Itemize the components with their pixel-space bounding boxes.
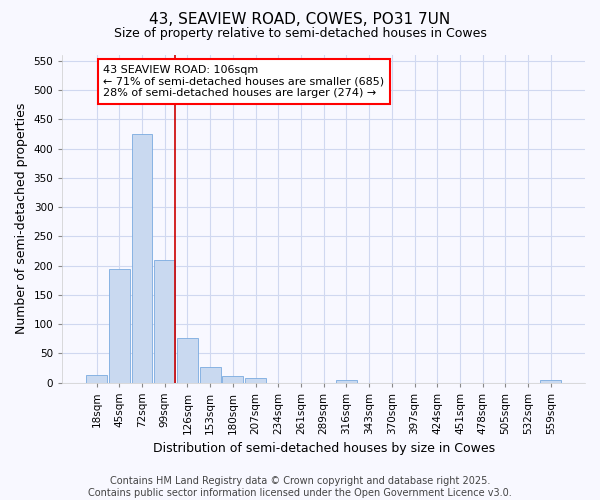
Bar (177, 338, 198, 382)
Bar (223, 376, 243, 382)
Bar (541, 380, 561, 382)
Y-axis label: Number of semi-detached properties: Number of semi-detached properties (15, 103, 28, 334)
X-axis label: Distribution of semi-detached houses by size in Cowes: Distribution of semi-detached houses by … (152, 442, 495, 455)
Bar (109, 269, 130, 382)
Bar (86, 375, 107, 382)
Text: Size of property relative to semi-detached houses in Cowes: Size of property relative to semi-detach… (113, 28, 487, 40)
Bar (245, 378, 266, 382)
Text: 43, SEAVIEW ROAD, COWES, PO31 7UN: 43, SEAVIEW ROAD, COWES, PO31 7UN (149, 12, 451, 28)
Bar (154, 260, 175, 382)
Bar (336, 380, 357, 382)
Text: 43 SEAVIEW ROAD: 106sqm
← 71% of semi-detached houses are smaller (685)
28% of s: 43 SEAVIEW ROAD: 106sqm ← 71% of semi-de… (103, 65, 385, 98)
Text: Contains HM Land Registry data © Crown copyright and database right 2025.
Contai: Contains HM Land Registry data © Crown c… (88, 476, 512, 498)
Bar (200, 366, 221, 382)
Bar (131, 134, 152, 382)
